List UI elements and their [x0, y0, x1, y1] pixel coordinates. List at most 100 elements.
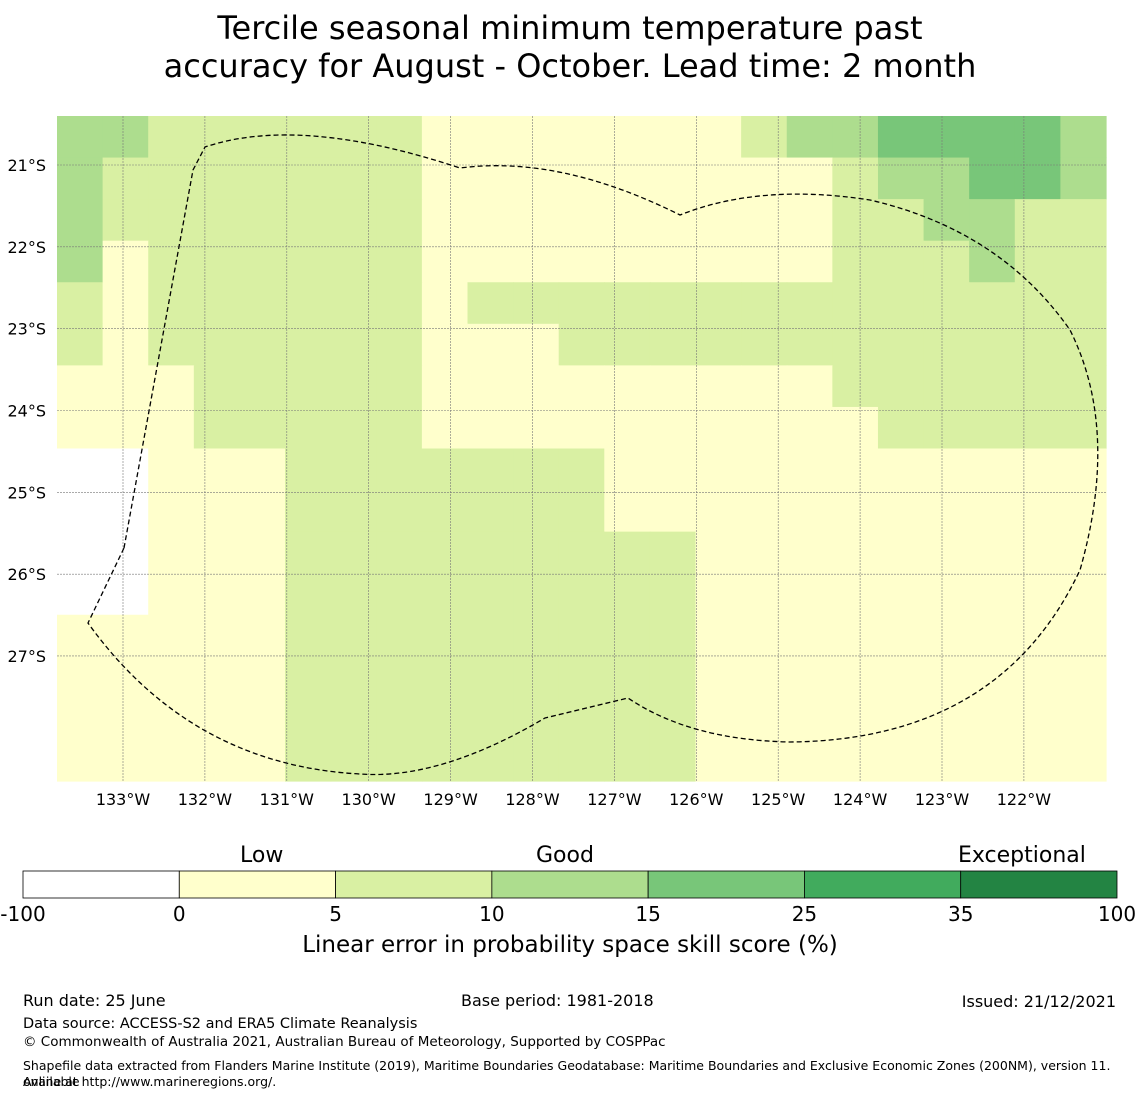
colorbar-tick-label: 100: [1098, 902, 1136, 926]
grid-cell: [832, 739, 879, 782]
colorbar-segment: [804, 870, 962, 899]
grid-cell: [1014, 697, 1061, 741]
colorbar-segment: [22, 870, 180, 899]
latitude-label: 27°S: [7, 647, 46, 666]
grid-cell: [832, 614, 879, 657]
grid-cell: [421, 656, 469, 699]
grid-cell: [558, 490, 605, 533]
grid-cell: [330, 199, 377, 242]
grid-cell: [1060, 697, 1107, 741]
grid-cell: [649, 490, 697, 533]
grid-cell: [57, 490, 104, 533]
grid-cell: [969, 697, 1016, 741]
grid-cell: [649, 323, 697, 366]
grid-cell: [558, 199, 605, 242]
grid-cell: [604, 323, 651, 366]
grid-cell: [695, 240, 742, 283]
grid-cell: [649, 157, 697, 200]
latitude-label: 25°S: [7, 483, 46, 502]
grid-cell: [604, 656, 651, 699]
shapefile-credit-line1: Shapefile data extracted from Flanders M…: [23, 1058, 1111, 1089]
grid-cell: [877, 157, 925, 200]
grid-cell: [376, 282, 423, 325]
grid-cell: [1014, 157, 1061, 200]
grid-cell: [376, 614, 423, 657]
grid-cell: [421, 490, 469, 533]
grid-cell: [923, 199, 970, 242]
grid-cell: [649, 365, 697, 408]
grid-cell: [877, 697, 925, 741]
grid-cell: [376, 697, 423, 741]
grid-cell: [604, 199, 651, 242]
grid-cell: [695, 614, 742, 657]
grid-cell: [832, 240, 879, 283]
grid-cell: [832, 199, 879, 242]
grid-cell: [467, 406, 514, 450]
grid-cell: [330, 531, 377, 574]
grid-cell: [513, 656, 560, 699]
grid-cell: [786, 739, 833, 782]
longitude-label: 122°W: [997, 790, 1052, 809]
grid-cell: [148, 656, 195, 699]
grid-cell: [558, 614, 605, 657]
grid-cell: [1060, 240, 1107, 283]
grid-cell: [376, 448, 423, 491]
grid-cell: [421, 199, 469, 242]
grid-cell: [649, 573, 697, 616]
grid-cell: [741, 656, 788, 699]
grid-cell: [695, 573, 742, 616]
grid-cell: [421, 697, 469, 741]
grid-cell: [148, 116, 195, 159]
longitude-label: 125°W: [751, 790, 806, 809]
grid-cell: [649, 116, 697, 159]
grid-cell: [877, 448, 925, 491]
grid-cell: [558, 365, 605, 408]
grid-cell: [741, 739, 788, 782]
grid-cell: [877, 323, 925, 366]
colorbar-segment: [178, 870, 336, 899]
chart-title-line2: accuracy for August - October. Lead time…: [163, 47, 977, 85]
grid-cell: [330, 697, 377, 741]
grid-cell: [558, 240, 605, 283]
copyright: © Commonwealth of Australia 2021, Austra…: [23, 1034, 666, 1050]
grid-cell: [467, 199, 514, 242]
latitude-label: 22°S: [7, 238, 46, 257]
skill-grid: [57, 116, 1107, 782]
grid-cell: [513, 282, 560, 325]
grid-cell: [558, 697, 605, 741]
grid-cell: [467, 157, 514, 200]
grid-cell: [193, 531, 241, 574]
grid-cell: [604, 573, 651, 616]
grid-cell: [57, 448, 104, 491]
grid-cell: [741, 490, 788, 533]
grid-cell: [285, 240, 332, 283]
colorbar-segment: [491, 870, 649, 899]
grid-cell: [513, 448, 560, 491]
longitude-label: 126°W: [669, 790, 724, 809]
run-date: Run date: 25 June: [23, 991, 166, 1010]
grid-cell: [376, 199, 423, 242]
grid-cell: [102, 614, 149, 657]
grid-cell: [969, 323, 1016, 366]
grid-cell: [923, 656, 970, 699]
grid-cell: [832, 656, 879, 699]
grid-cell: [421, 739, 469, 782]
grid-cell: [741, 116, 788, 159]
grid-cell: [786, 614, 833, 657]
grid-cell: [102, 199, 149, 242]
longitude-label: 124°W: [833, 790, 888, 809]
grid-cell: [57, 656, 104, 699]
base-period: Base period: 1981-2018: [461, 991, 654, 1010]
grid-cell: [330, 365, 377, 408]
grid-cell: [604, 282, 651, 325]
grid-cell: [330, 739, 377, 782]
longitude-label: 129°W: [423, 790, 478, 809]
grid-cell: [695, 656, 742, 699]
grid-cell: [467, 656, 514, 699]
colorbar-tick-label: 25: [792, 902, 817, 926]
grid-cell: [467, 697, 514, 741]
grid-cell: [193, 365, 241, 408]
grid-cell: [330, 614, 377, 657]
grid-cell: [741, 614, 788, 657]
grid-cell: [786, 490, 833, 533]
